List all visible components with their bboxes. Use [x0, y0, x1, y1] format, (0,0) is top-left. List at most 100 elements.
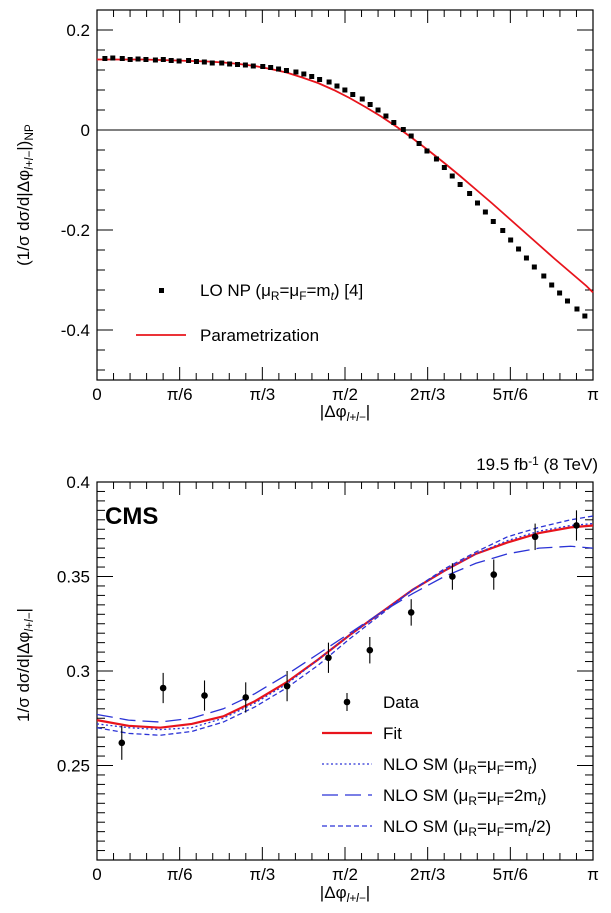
data-point [118, 739, 126, 747]
data-point [366, 646, 374, 654]
y-tick-label: 0.35 [57, 568, 90, 587]
y-tick-label: -0.2 [61, 221, 90, 240]
x-tick-label: 2π/3 [410, 865, 445, 884]
np-data-point [160, 57, 166, 62]
np-data-point [176, 58, 182, 64]
np-data-point [201, 59, 207, 65]
np-data-point [276, 66, 282, 72]
y-tick-label: -0.4 [61, 321, 90, 340]
luminosity-label: 19.5 fb-1 (8 TeV) [476, 454, 598, 474]
legend-marker-data [343, 698, 351, 706]
x-tick-label: 0 [92, 865, 101, 884]
np-data-point [416, 141, 422, 146]
data-point [242, 694, 250, 701]
data-point [407, 609, 415, 616]
x-axis-label: |Δφl+l−| [320, 402, 370, 424]
np-data-point [227, 61, 233, 67]
np-data-point [367, 102, 373, 107]
np-data-point [350, 92, 356, 97]
legend-label-np: LO NP (μR=μF=mt) [4] [200, 281, 363, 303]
np-data-point [508, 237, 514, 243]
x-tick-label: π [587, 385, 599, 404]
legend-label-nlo-2mt: NLO SM (μR=μF=2mt) [383, 786, 546, 808]
np-data-point [119, 56, 125, 61]
x-tick-label: 5π/6 [493, 865, 528, 884]
np-data-point [152, 57, 158, 63]
nlo-sm-curve-3 [96, 515, 594, 736]
np-data-point [127, 57, 133, 62]
y-axis-label: (1/σ dσ/d|Δφl+l−|)NP [14, 124, 36, 266]
legend-marker-np [159, 288, 164, 293]
np-data-point [209, 60, 215, 66]
top-panel-np-chart: 0 π/6 π/3 π/2 2π/3 5π/6 π 0.2 0 -0.2 -0.4 |Δφl+l−| (… [14, 9, 599, 424]
parametrization-line [97, 58, 594, 294]
np-data-point [168, 58, 174, 63]
np-data-point [441, 165, 447, 170]
np-data-point [359, 96, 365, 102]
np-data-point [391, 120, 397, 125]
x-tick-label: 2π/3 [410, 385, 445, 404]
np-data-point [400, 127, 406, 132]
np-data-point [326, 79, 332, 85]
data-point [449, 573, 456, 580]
nlo-sm-curve-2 [96, 545, 594, 723]
x-axis-label: |Δφl+l−| [320, 883, 370, 905]
np-data-point [549, 282, 555, 288]
legend-label-parametrization: Parametrization [200, 326, 319, 345]
np-data-point [541, 273, 547, 279]
np-data-point [474, 200, 480, 206]
data-point [283, 682, 291, 690]
experiment-label: CMS [105, 503, 158, 530]
x-tick-label: π/3 [249, 385, 275, 404]
legend-label-data: Data [383, 693, 419, 712]
np-data-point [260, 64, 266, 69]
np-data-point [283, 68, 289, 73]
data-point [573, 522, 580, 529]
x-tick-label: π/2 [332, 865, 358, 884]
np-data-point [574, 306, 580, 312]
y-tick-label: 0.2 [66, 21, 90, 40]
np-data-point [523, 255, 529, 261]
x-tick-label: 5π/6 [493, 385, 528, 404]
fit-curve [96, 524, 594, 729]
np-data-point [582, 313, 588, 319]
np-data-point [250, 63, 256, 69]
x-tick-label: π [587, 865, 599, 884]
np-data-point [500, 228, 506, 233]
x-tick-label: 0 [92, 385, 101, 404]
np-data-point [110, 55, 116, 61]
np-data-point [235, 62, 241, 67]
np-data-point [564, 298, 570, 304]
data-point [531, 533, 539, 541]
np-data-point [375, 107, 381, 113]
data-point [325, 654, 332, 662]
np-data-point [219, 60, 225, 66]
np-data-point [433, 156, 439, 162]
np-data-point [408, 133, 414, 139]
np-data-point [531, 264, 537, 270]
np-data-point [242, 62, 248, 68]
x-tick-label: π/3 [249, 865, 275, 884]
legend-label-nlo-mt-half: NLO SM (μR=μF=mt/2) [383, 817, 551, 839]
np-data-point [193, 59, 199, 64]
np-data-point [457, 182, 463, 187]
data-point [490, 571, 498, 578]
y-axis-label: 1/σ dσ/d|Δφl+l−| [14, 608, 36, 722]
y-tick-label: 0.25 [57, 757, 90, 776]
np-data-point [143, 57, 149, 62]
plot-frame [96, 9, 594, 381]
x-tick-label: π/6 [167, 865, 193, 884]
np-data-point [449, 173, 455, 179]
np-data-point [342, 87, 348, 93]
np-data-point [383, 113, 389, 119]
np-data-point [334, 83, 340, 89]
np-data-point [557, 290, 563, 296]
np-data-point [309, 74, 315, 79]
np-data-point [135, 56, 141, 62]
nlo-sm-curve-1 [96, 522, 594, 731]
np-data-point [317, 77, 323, 82]
np-data-point [293, 69, 299, 75]
np-data-point [102, 56, 108, 61]
x-tick-label: π/6 [167, 385, 193, 404]
